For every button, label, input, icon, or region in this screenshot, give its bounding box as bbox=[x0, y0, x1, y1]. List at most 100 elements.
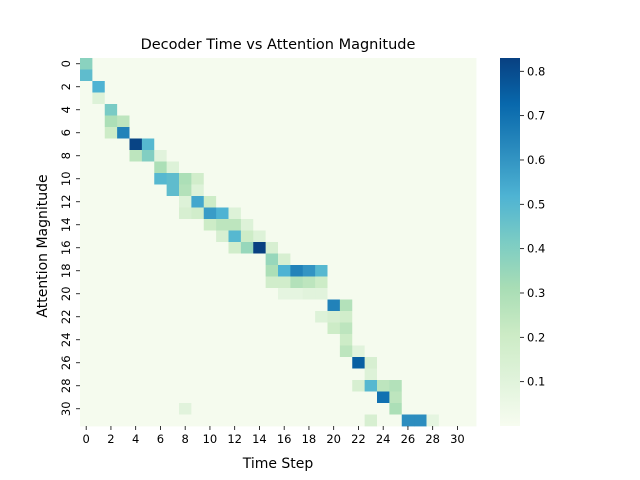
heatmap-cell bbox=[129, 403, 143, 415]
heatmap-cell bbox=[117, 368, 130, 381]
heatmap-cell bbox=[463, 253, 477, 266]
heatmap-cell bbox=[265, 115, 279, 128]
heatmap-cell bbox=[166, 253, 180, 266]
heatmap-cell bbox=[240, 104, 254, 116]
heatmap-cell bbox=[339, 150, 353, 162]
heatmap-cell bbox=[166, 380, 180, 392]
heatmap-cell bbox=[117, 184, 130, 197]
heatmap-cell bbox=[92, 150, 106, 162]
heatmap-cell bbox=[104, 58, 118, 70]
heatmap-cell bbox=[451, 403, 465, 415]
heatmap-cell bbox=[364, 196, 378, 208]
heatmap-cell bbox=[339, 58, 353, 70]
heatmap-cell bbox=[129, 196, 143, 208]
colorbar-tick-label: 0.5 bbox=[527, 197, 545, 211]
heatmap-cell bbox=[80, 357, 93, 369]
heatmap-cell bbox=[389, 173, 403, 185]
heatmap-cell bbox=[438, 173, 452, 185]
heatmap-cell bbox=[352, 368, 366, 381]
heatmap-cell bbox=[414, 345, 427, 358]
heatmap-cell bbox=[104, 322, 118, 335]
heatmap-cell bbox=[240, 161, 254, 174]
y-tick-label: 12 bbox=[59, 194, 73, 209]
heatmap-cell bbox=[80, 150, 93, 162]
heatmap-cell bbox=[327, 150, 341, 162]
heatmap-cell bbox=[315, 414, 328, 427]
heatmap-cell bbox=[414, 368, 427, 381]
heatmap-cell bbox=[290, 299, 304, 312]
heatmap-cell bbox=[278, 219, 291, 231]
heatmap-cell bbox=[80, 253, 93, 266]
heatmap-cell bbox=[315, 196, 328, 208]
heatmap-cell bbox=[438, 276, 452, 289]
heatmap-cell bbox=[401, 322, 415, 335]
heatmap-cell bbox=[240, 69, 254, 82]
heatmap-cell bbox=[203, 322, 217, 335]
heatmap-cell bbox=[203, 115, 217, 128]
heatmap-cell bbox=[253, 299, 267, 312]
heatmap-cell bbox=[463, 357, 477, 369]
heatmap-cell bbox=[389, 104, 403, 116]
heatmap-cell bbox=[451, 69, 465, 82]
heatmap-cell bbox=[117, 127, 130, 139]
heatmap-cell bbox=[179, 173, 192, 185]
heatmap-cell bbox=[463, 104, 477, 116]
heatmap-cell bbox=[352, 414, 366, 427]
heatmap-cell bbox=[339, 104, 353, 116]
heatmap-cell bbox=[265, 357, 279, 369]
heatmap-cell bbox=[104, 299, 118, 312]
heatmap-cell bbox=[315, 81, 328, 93]
heatmap-cell bbox=[240, 92, 254, 105]
heatmap-cell bbox=[327, 127, 341, 139]
heatmap-cell bbox=[426, 58, 440, 70]
heatmap-cell bbox=[451, 334, 465, 346]
heatmap-cell bbox=[290, 391, 304, 404]
heatmap-cell bbox=[327, 311, 341, 323]
heatmap-cell bbox=[166, 219, 180, 231]
y-tick-label: 4 bbox=[59, 106, 73, 113]
heatmap-cell bbox=[265, 58, 279, 70]
heatmap-cell bbox=[92, 391, 106, 404]
heatmap-cell bbox=[377, 173, 390, 185]
heatmap-cell bbox=[389, 207, 403, 220]
heatmap-cell bbox=[426, 92, 440, 105]
heatmap-cell bbox=[228, 322, 242, 335]
heatmap-cell bbox=[203, 69, 217, 82]
heatmap-cell bbox=[401, 391, 415, 404]
heatmap-cell bbox=[327, 81, 341, 93]
heatmap-cell bbox=[80, 299, 93, 312]
x-tick-label: 12 bbox=[227, 432, 242, 446]
heatmap-cell bbox=[228, 184, 242, 197]
heatmap-cell bbox=[154, 288, 168, 300]
heatmap-cell bbox=[364, 138, 378, 151]
heatmap-cell bbox=[302, 253, 316, 266]
heatmap-cell bbox=[141, 265, 155, 277]
heatmap-cell bbox=[401, 253, 415, 266]
heatmap-cell bbox=[426, 115, 440, 128]
heatmap-cell bbox=[364, 230, 378, 243]
heatmap-cell bbox=[191, 265, 205, 277]
heatmap-cell bbox=[216, 196, 229, 208]
heatmap-cell bbox=[463, 230, 477, 243]
heatmap-cell bbox=[117, 173, 130, 185]
heatmap-cell bbox=[352, 253, 366, 266]
heatmap-cell bbox=[389, 414, 403, 427]
heatmap-cell bbox=[265, 288, 279, 300]
heatmap-cell bbox=[104, 334, 118, 346]
heatmap-cell bbox=[414, 81, 427, 93]
heatmap-cell bbox=[364, 127, 378, 139]
heatmap-cell bbox=[438, 104, 452, 116]
heatmap-cell bbox=[92, 380, 106, 392]
heatmap-cell bbox=[166, 92, 180, 105]
heatmap-cell bbox=[129, 368, 143, 381]
heatmap-cell bbox=[451, 173, 465, 185]
heatmap-cell bbox=[253, 58, 267, 70]
heatmap-cell bbox=[80, 311, 93, 323]
heatmap-cell bbox=[179, 276, 192, 289]
heatmap-cell bbox=[315, 173, 328, 185]
heatmap-cell bbox=[154, 150, 168, 162]
heatmap-cell bbox=[104, 288, 118, 300]
heatmap-cell bbox=[228, 253, 242, 266]
heatmap-cell bbox=[154, 276, 168, 289]
heatmap-cell bbox=[117, 253, 130, 266]
